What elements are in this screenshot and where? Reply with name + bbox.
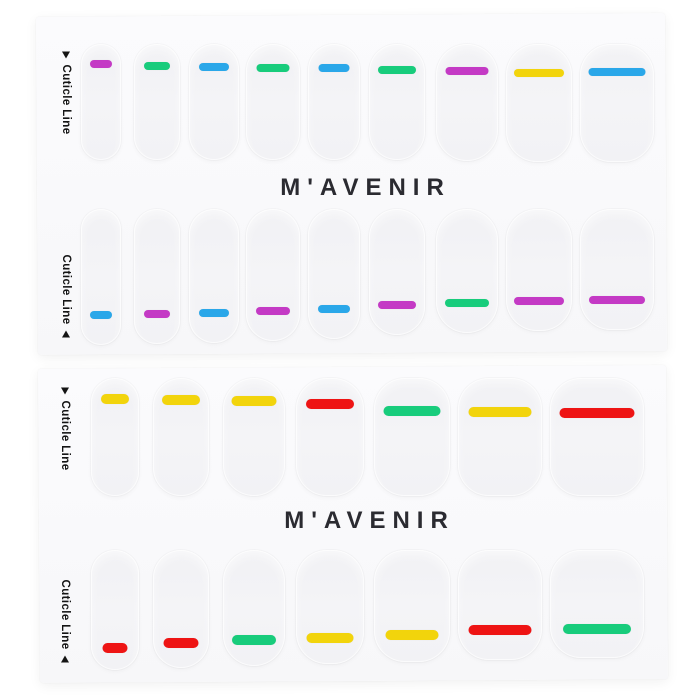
nail-sticker	[91, 378, 139, 496]
cuticle-line-stripe	[378, 66, 416, 74]
arrow-up-icon	[62, 330, 70, 338]
cuticle-line-label: Cuticle Line	[59, 580, 71, 663]
cuticle-line-text: Cuticle Line	[60, 254, 72, 325]
nail-sticker	[223, 378, 285, 496]
nail-sticker	[223, 550, 285, 666]
cuticle-line-stripe	[144, 310, 170, 318]
nail-sticker	[189, 44, 239, 160]
cuticle-line-stripe	[445, 299, 489, 307]
nail-sticker	[308, 209, 360, 339]
cuticle-line-text: Cuticle Line	[59, 579, 71, 650]
nail-sticker	[374, 550, 450, 662]
cuticle-line-stripe	[144, 62, 170, 70]
cuticle-line-stripe	[231, 396, 277, 406]
nail-sticker	[296, 550, 364, 664]
cuticle-line-stripe	[589, 296, 645, 304]
nail-sticker	[506, 44, 572, 162]
cuticle-line-text: Cuticle Line	[59, 400, 71, 471]
cuticle-line-stripe	[514, 69, 564, 77]
nail-sticker	[374, 378, 450, 496]
cuticle-line-stripe	[162, 395, 200, 405]
cuticle-line-stripe	[468, 407, 532, 417]
nail-sticker	[308, 44, 360, 160]
nail-sticker	[580, 209, 654, 330]
nail-sticker	[153, 378, 209, 496]
cuticle-line-stripe	[588, 68, 646, 76]
cuticle-line-text: Cuticle Line	[60, 64, 72, 135]
cuticle-line-stripe	[101, 394, 129, 404]
cuticle-line-label: Cuticle Line	[59, 387, 71, 471]
cuticle-line-stripe	[90, 60, 112, 68]
nail-sticker	[550, 550, 644, 658]
cuticle-line-stripe	[102, 643, 128, 653]
nail-sticker	[580, 44, 654, 162]
nail-sticker	[246, 209, 300, 341]
nail-sticker	[458, 378, 542, 496]
brand-logo: M'AVENIR	[280, 174, 451, 201]
cuticle-line-stripe	[468, 625, 532, 635]
nail-sticker	[91, 550, 139, 670]
cuticle-line-stripe	[514, 297, 564, 305]
nail-sticker	[550, 378, 644, 496]
cuticle-line-stripe	[318, 305, 350, 313]
cuticle-line-stripe	[256, 64, 290, 72]
cuticle-line-stripe	[163, 638, 199, 648]
nail-sticker	[134, 209, 180, 344]
cuticle-line-stripe	[559, 408, 635, 418]
nail-sticker	[134, 44, 180, 160]
arrow-down-icon	[62, 51, 70, 59]
nail-sticker	[189, 209, 239, 343]
cuticle-line-stripe	[306, 633, 354, 643]
nail-sticker	[506, 209, 572, 331]
nail-sticker	[436, 209, 498, 333]
arrow-up-icon	[61, 655, 69, 663]
cuticle-line-label: Cuticle Line	[60, 51, 72, 135]
nail-sticker	[153, 550, 209, 668]
cuticle-line-stripe	[256, 307, 290, 315]
cuticle-line-stripe	[199, 63, 229, 71]
cuticle-line-stripe	[378, 301, 416, 309]
nail-sticker	[296, 378, 364, 496]
nail-sticker	[369, 44, 425, 160]
cuticle-line-stripe	[563, 624, 631, 634]
nail-sticker	[246, 44, 300, 160]
brand-logo: M'AVENIR	[284, 507, 455, 534]
cuticle-line-stripe	[199, 309, 229, 317]
cuticle-line-stripe	[445, 67, 489, 75]
nail-sticker	[458, 550, 542, 660]
nail-sticker	[81, 44, 121, 160]
nail-sticker	[436, 44, 498, 161]
nail-sticker	[81, 209, 121, 345]
cuticle-line-stripe	[385, 630, 439, 640]
cuticle-line-stripe	[232, 635, 276, 645]
cuticle-line-stripe	[306, 399, 354, 409]
cuticle-line-stripe	[383, 406, 441, 416]
cuticle-line-stripe	[318, 64, 350, 72]
nail-sticker	[369, 209, 425, 335]
cuticle-line-label: Cuticle Line	[60, 255, 72, 338]
cuticle-line-stripe	[90, 311, 112, 319]
arrow-down-icon	[61, 387, 69, 395]
